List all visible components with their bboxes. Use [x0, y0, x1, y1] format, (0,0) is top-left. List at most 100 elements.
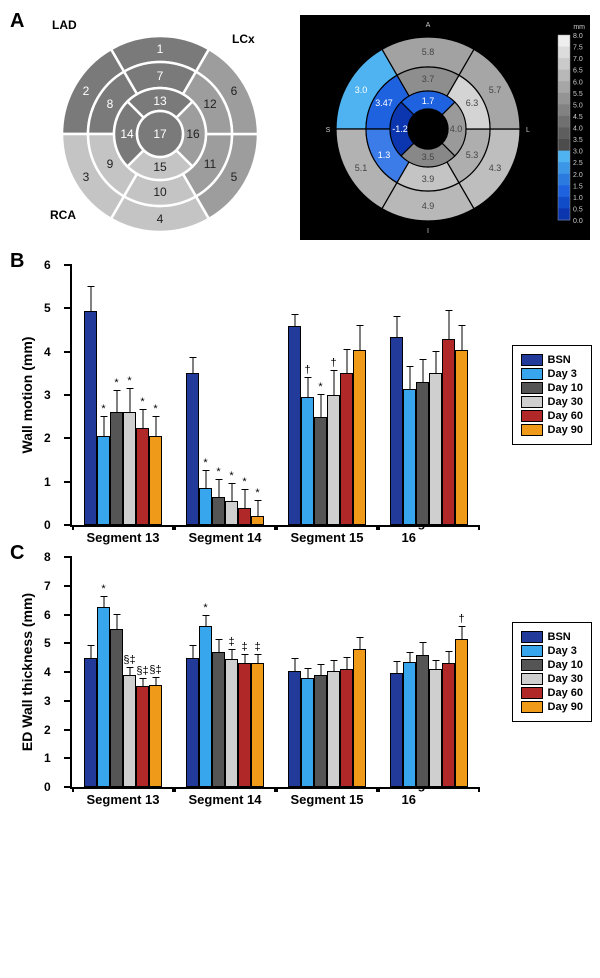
significance-marker: * [318, 381, 322, 393]
bar [301, 397, 314, 525]
legend-item: Day 30 [521, 673, 583, 685]
y-tick-label: 1 [44, 751, 51, 765]
legend-swatch [521, 645, 543, 657]
svg-text:6.5: 6.5 [573, 68, 583, 75]
bar [225, 501, 238, 525]
svg-text:11: 11 [204, 157, 217, 171]
bar [353, 350, 366, 526]
svg-text:5.8: 5.8 [422, 47, 435, 57]
svg-text:0.5: 0.5 [573, 206, 583, 213]
bar [340, 669, 353, 787]
svg-text:5.3: 5.3 [466, 150, 479, 160]
svg-text:3.0: 3.0 [573, 149, 583, 156]
svg-text:2: 2 [83, 84, 90, 98]
svg-text:1.3: 1.3 [378, 150, 391, 160]
y-tick-label: 8 [44, 550, 51, 564]
bar [136, 686, 149, 787]
bar [123, 412, 136, 525]
legend-label: BSN [548, 354, 571, 366]
panel-b-label: B [10, 250, 24, 273]
bar [97, 607, 110, 787]
rca-label: RCA [50, 208, 76, 222]
x-axis-label: Segment 14 [189, 530, 262, 545]
legend-swatch [521, 701, 543, 713]
svg-text:3.47: 3.47 [375, 98, 393, 108]
legend-label: Day 60 [548, 410, 583, 422]
bar [340, 373, 353, 525]
legend-swatch [521, 354, 543, 366]
svg-text:10: 10 [153, 185, 167, 199]
svg-text:3.9: 3.9 [422, 174, 435, 184]
y-tick-label: 5 [44, 301, 51, 315]
x-axis-label: Segment 15 [291, 530, 364, 545]
significance-marker: * [255, 487, 259, 499]
legend-item: Day 3 [521, 645, 583, 657]
bar [390, 337, 403, 526]
x-axis-label: Segment 13 [87, 530, 160, 545]
bar [199, 488, 212, 525]
svg-text:5: 5 [231, 170, 238, 184]
legend-label: Day 90 [548, 424, 583, 436]
y-tick-label: 2 [44, 431, 51, 445]
svg-text:7: 7 [157, 69, 164, 83]
bar [403, 389, 416, 526]
bar [301, 678, 314, 787]
bar [84, 311, 97, 526]
significance-marker: * [216, 466, 220, 478]
svg-text:5.7: 5.7 [489, 85, 502, 95]
bar [288, 671, 301, 787]
y-tick-label: 3 [44, 694, 51, 708]
svg-text:9: 9 [107, 157, 114, 171]
bar [110, 629, 123, 787]
y-tick-label: 0 [44, 518, 51, 532]
svg-text:4.0: 4.0 [450, 124, 463, 134]
legend-swatch [521, 368, 543, 380]
svg-text:A: A [426, 22, 431, 29]
bar [429, 373, 442, 525]
panel-c-label: C [10, 542, 24, 565]
legend-item: Day 60 [521, 410, 583, 422]
y-tick-label: 0 [44, 780, 51, 794]
legend-swatch [521, 631, 543, 643]
bar [416, 382, 429, 525]
legend-b: BSNDay 3Day 10Day 30Day 60Day 90 [512, 345, 592, 445]
legend-item: Day 90 [521, 424, 583, 436]
svg-text:6.3: 6.3 [466, 98, 479, 108]
panel-c-ylabel: ED Wall thickness (mm) [19, 593, 35, 751]
bar [251, 663, 264, 787]
x-axis-label: Segment 14 [189, 792, 262, 807]
panel-a: A 1234567891011121314151617 LAD LCx RCA … [10, 10, 590, 250]
legend-label: Day 60 [548, 687, 583, 699]
svg-text:4.3: 4.3 [489, 163, 502, 173]
bar [84, 658, 97, 787]
legend-item: Day 10 [521, 659, 583, 671]
legend-item: Day 90 [521, 701, 583, 713]
legend-item: Day 30 [521, 396, 583, 408]
lcx-label: LCx [232, 32, 255, 46]
bar [442, 339, 455, 525]
svg-text:15: 15 [153, 160, 167, 174]
svg-text:7.0: 7.0 [573, 56, 583, 63]
bar [416, 655, 429, 787]
svg-text:4.9: 4.9 [422, 201, 435, 211]
significance-marker: * [114, 377, 118, 389]
bar [186, 373, 199, 525]
panel-b-ylabel: Wall motion (mm) [19, 337, 35, 454]
bar [199, 626, 212, 787]
svg-text:3.0: 3.0 [355, 85, 368, 95]
bar [442, 663, 455, 787]
legend-c: BSNDay 3Day 10Day 30Day 60Day 90 [512, 622, 592, 722]
bar [455, 639, 468, 787]
svg-text:L: L [526, 127, 530, 134]
significance-marker: * [203, 602, 207, 614]
svg-text:4.5: 4.5 [573, 114, 583, 121]
legend-label: Day 10 [548, 659, 583, 671]
significance-marker: * [140, 396, 144, 408]
bar [225, 659, 238, 787]
svg-text:14: 14 [120, 127, 134, 141]
svg-text:0.0: 0.0 [573, 218, 583, 225]
bar [314, 675, 327, 787]
legend-swatch [521, 396, 543, 408]
svg-text:mm: mm [573, 24, 585, 31]
y-tick-label: 1 [44, 475, 51, 489]
